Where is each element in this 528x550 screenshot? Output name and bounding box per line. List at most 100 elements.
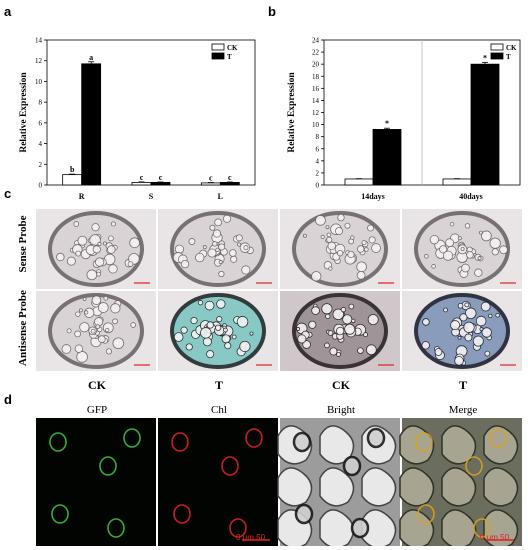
- cell: [357, 347, 364, 354]
- epidermal-cell: [483, 509, 519, 546]
- y-tick-label: 22: [312, 49, 320, 57]
- guard-cell: [417, 504, 435, 524]
- cell: [302, 233, 307, 238]
- cell: [110, 303, 121, 314]
- cell: [130, 322, 137, 328]
- significance-label: c: [228, 173, 232, 182]
- epidermal-cell: [399, 467, 435, 507]
- cell: [371, 243, 381, 253]
- cell: [112, 337, 125, 350]
- cell: [332, 308, 344, 321]
- confocal-panels: [36, 418, 522, 546]
- cell: [174, 244, 185, 254]
- cell: [129, 237, 140, 249]
- cell: [90, 328, 96, 334]
- legend-swatch-ck: [211, 43, 225, 51]
- significance-label: c: [140, 173, 144, 182]
- cell: [206, 321, 214, 329]
- cell: [202, 337, 212, 347]
- cell: [224, 342, 232, 350]
- bar-t: [150, 182, 171, 186]
- y-tick-label: 18: [312, 73, 320, 81]
- legend-swatch-t: [490, 52, 504, 60]
- bar-ck: [200, 182, 221, 186]
- cell: [214, 218, 223, 227]
- cell: [82, 297, 87, 301]
- significance-label: c: [159, 173, 163, 182]
- cell: [480, 301, 491, 312]
- cell: [327, 330, 334, 336]
- guard-cell: [99, 456, 117, 476]
- y-tick-label: 2: [316, 169, 320, 177]
- panel-label-a: a: [4, 4, 12, 19]
- panel-background: [36, 418, 156, 546]
- y-axis-label: Relative Expression: [287, 72, 297, 153]
- cell: [91, 295, 102, 305]
- cell: [463, 321, 475, 333]
- cell: [188, 238, 196, 245]
- cell: [218, 243, 226, 251]
- bar-t: [470, 63, 500, 186]
- col-label-t-1: T: [214, 378, 223, 392]
- guard-cell: [342, 455, 362, 477]
- cell: [108, 235, 114, 242]
- panel-merge: [399, 418, 522, 546]
- cell: [173, 332, 184, 342]
- cell: [484, 350, 491, 357]
- bar-ck: [344, 178, 374, 186]
- microscopy-image-3: [280, 209, 400, 289]
- epidermal-cell: [483, 425, 519, 465]
- cell: [97, 335, 106, 343]
- epidermal-cell: [361, 509, 397, 546]
- significance-label: c: [209, 174, 213, 183]
- cell: [475, 315, 487, 327]
- cell: [340, 306, 347, 313]
- cell: [328, 266, 333, 271]
- microscopy-image-6: [158, 291, 278, 371]
- microscopy-image-4: [402, 209, 522, 289]
- cell: [97, 302, 109, 313]
- cell: [466, 251, 474, 259]
- cell: [92, 245, 101, 254]
- cell: [336, 249, 344, 257]
- y-tick-label: 12: [312, 109, 320, 117]
- row-label-antisense: Antisense Probe: [17, 290, 29, 366]
- cell: [206, 350, 215, 359]
- cell: [457, 236, 462, 241]
- cell: [464, 307, 477, 320]
- cell: [78, 308, 83, 313]
- cell: [445, 238, 455, 248]
- row-label-sense: Sense Probe: [17, 215, 29, 273]
- cell: [495, 312, 500, 318]
- significance-label: *: [385, 119, 389, 128]
- cell: [197, 300, 204, 306]
- cell: [74, 344, 84, 353]
- col-label-ck-2: CK: [332, 378, 350, 392]
- cell: [97, 241, 102, 247]
- x-tick-label: S: [149, 192, 154, 201]
- y-tick-label: 0: [39, 182, 43, 190]
- y-tick-label: 24: [312, 37, 320, 45]
- x-tick-label: R: [79, 192, 85, 201]
- guard-cell: [292, 431, 312, 453]
- cell: [321, 303, 333, 315]
- y-tick-label: 6: [316, 145, 320, 153]
- cell: [474, 268, 483, 277]
- cell: [200, 327, 212, 339]
- cell: [108, 264, 118, 274]
- cell: [86, 269, 98, 281]
- y-tick-label: 12: [35, 57, 43, 65]
- bar-ck: [442, 178, 472, 186]
- cell: [102, 241, 107, 246]
- cell: [464, 223, 471, 229]
- cell: [489, 237, 501, 249]
- cell: [214, 324, 222, 331]
- significance-label: *: [483, 53, 487, 62]
- cell: [61, 344, 72, 354]
- cell: [336, 352, 341, 357]
- cell: [461, 263, 470, 273]
- y-tick-label: 2: [39, 161, 43, 169]
- cell: [364, 247, 369, 252]
- guard-cell: [173, 504, 191, 524]
- cell: [202, 245, 207, 250]
